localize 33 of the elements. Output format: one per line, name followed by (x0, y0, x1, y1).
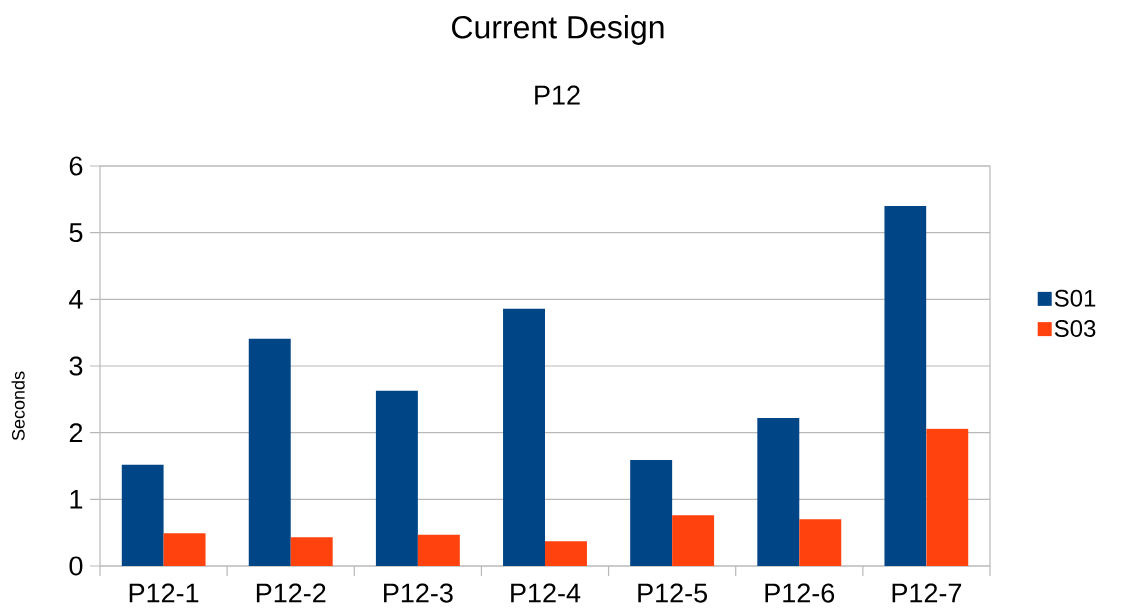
bar (757, 417, 800, 566)
x-tick-label: P12-7 (892, 583, 962, 603)
bar (121, 464, 164, 566)
x-tick-label: P12-2 (256, 583, 326, 603)
y-tick-label: 5 (69, 223, 83, 243)
bar (290, 537, 333, 566)
y-tick-label: 1 (70, 490, 83, 509)
x-tick-label: P12-1 (129, 583, 199, 603)
x-tick-label: P12-3 (384, 583, 453, 603)
chart-title: Current Design (452, 15, 664, 45)
bar (545, 541, 587, 566)
bar (503, 308, 545, 566)
bar (672, 515, 715, 566)
x-tick-label: P12-6 (765, 583, 835, 603)
bar (417, 534, 460, 566)
bar (248, 338, 291, 566)
x-tick-label: P12-5 (638, 583, 708, 603)
x-tick-label: P12-4 (511, 583, 581, 603)
bar (884, 205, 927, 566)
y-tick-label: 3 (69, 356, 83, 376)
bar (375, 390, 418, 566)
bar (799, 519, 842, 566)
chart-subtitle: P12 (535, 85, 580, 105)
bar (630, 459, 673, 566)
legend-label: S03 (1054, 320, 1096, 337)
bar (163, 533, 206, 566)
legend-label: S01 (1054, 289, 1096, 307)
bar (926, 428, 969, 566)
y-tick-label: 6 (69, 156, 83, 176)
y-tick-label: 4 (69, 290, 83, 309)
y-tick-label: 0 (69, 556, 83, 576)
y-axis-title: Seconds (11, 371, 25, 441)
y-tick-label: 2 (69, 423, 83, 443)
